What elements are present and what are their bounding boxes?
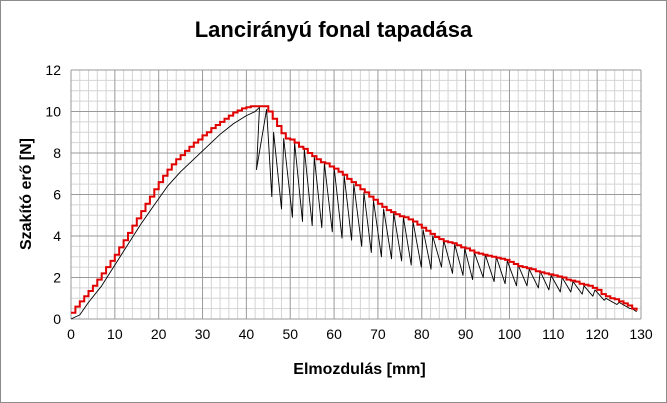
x-tick-label: 0 xyxy=(67,326,75,342)
x-tick-label: 90 xyxy=(458,326,474,342)
x-axis-title: Elmozdulás [mm] xyxy=(293,361,426,378)
y-tick-label: 0 xyxy=(53,311,61,327)
x-tick-label: 40 xyxy=(239,326,255,342)
x-tick-label: 70 xyxy=(370,326,386,342)
chart-title: Lancirányú fonal tapadása xyxy=(194,17,473,42)
x-tick-label: 60 xyxy=(326,326,342,342)
x-tick-label: 10 xyxy=(107,326,123,342)
x-tick-label: 100 xyxy=(498,326,522,342)
major-gridlines xyxy=(70,69,642,320)
y-tick-label: 10 xyxy=(45,104,61,120)
y-tick-labels: 0 2 4 6 8 10 12 xyxy=(45,62,61,327)
y-tick-label: 8 xyxy=(53,145,61,161)
series-measured-line xyxy=(70,106,637,320)
series-layer xyxy=(70,105,638,320)
x-tick-label: 50 xyxy=(282,326,298,342)
x-tick-label: 120 xyxy=(585,326,609,342)
x-tick-label: 80 xyxy=(414,326,430,342)
y-tick-label: 12 xyxy=(45,62,61,78)
y-tick-label: 4 xyxy=(53,228,61,244)
x-tick-label: 30 xyxy=(195,326,211,342)
x-tick-labels: 0 10 20 30 40 50 60 70 80 90 100 110 120 130 xyxy=(67,326,653,342)
x-tick-label: 20 xyxy=(151,326,167,342)
y-tick-label: 6 xyxy=(53,187,61,203)
x-tick-label: 110 xyxy=(542,326,565,342)
series-envelope-line xyxy=(71,105,638,314)
y-tick-label: 2 xyxy=(53,270,61,286)
x-tick-label: 130 xyxy=(629,326,653,342)
